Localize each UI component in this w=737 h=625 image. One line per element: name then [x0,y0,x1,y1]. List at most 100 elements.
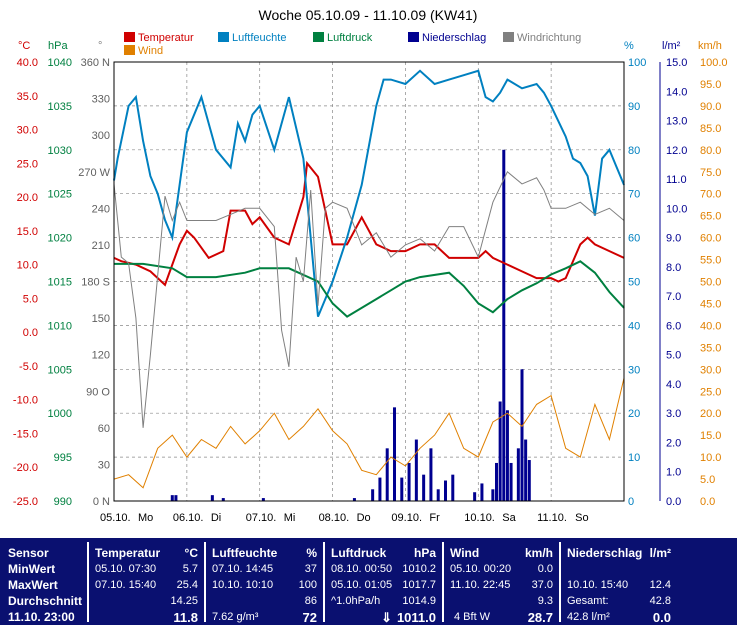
wind-tick-label: 20.0 [700,408,721,420]
durchschnitt-label: Durchschnitt [8,594,83,608]
humidity-tick-label: 0 [628,496,634,508]
pressure-min-value: 1010.2 [402,563,436,575]
wind-column: Wind km/h 05.10. 00:20 0.0 11.10. 22:45 … [444,538,559,625]
separator [204,542,206,622]
wind-tick-label: 85.0 [700,123,721,135]
separator [559,542,561,622]
pressure-max-time: 05.10. 01:05 [331,579,393,591]
temp-tick-label: 40.0 [17,57,38,69]
unit-humidity: % [624,40,634,52]
pressure-column: Luftdruck hPa 08.10. 00:50 1010.2 05.10.… [325,538,442,625]
x-date-label: 06.10. [173,512,204,524]
direction-tick-label: 300 [92,130,110,142]
legend-label-temperatur: Temperatur [138,32,194,44]
humidity-min-value: 37 [304,563,317,575]
direction-tick-label: 60 [98,423,110,435]
rain-bar [378,477,382,501]
direction-tick-label: 90 O [86,386,110,398]
humidity-tick-label: 50 [628,277,640,289]
wind-max-value: 37.0 [531,579,553,591]
pressure-tick-label: 1030 [48,145,72,157]
x-day-label: Mo [138,512,153,524]
temp-tick-label: -15.0 [13,428,38,440]
temp-tick-label: 25.0 [17,158,38,170]
rain-tick-label: 13.0 [666,116,687,128]
rain-bar [429,448,433,501]
series-line-luftdruck [114,260,625,318]
temperature-min-time: 05.10. 07:30 [95,563,157,575]
rain-bar [505,410,509,501]
x-date-label: 08.10. [319,512,350,524]
unit-wind: km/h [698,40,722,52]
rain-bar [174,495,178,501]
minwert-label: MinWert [8,562,56,576]
wind-tick-label: 60.0 [700,233,721,245]
legend-swatch-luftdruck [313,32,324,42]
direction-tick-label: 210 [92,240,110,252]
rain-bar [352,498,356,501]
humidity-avg: 86 [304,595,317,607]
humidity-unit: % [306,546,317,560]
plot-frame [113,61,625,502]
direction-tick-label: 240 [92,203,110,215]
pressure-tick-label: 995 [54,452,72,464]
unit-direction: ° [98,40,102,52]
pressure-max-value: 1017.7 [402,579,436,591]
rain-tick-label: 10.0 [666,203,687,215]
legend-swatch-luftfeuchte [218,32,229,42]
rain-tick-label: 14.0 [666,86,687,98]
rain-bar [495,462,498,501]
rain-bar [385,448,389,501]
temperature-column: Temperatur °C 05.10. 07:30 5.7 07.10. 15… [89,538,204,625]
wind-tick-label: 45.0 [700,298,721,310]
chart-title: Woche 05.10.09 - 11.10.09 (KW41) [259,7,478,23]
temperature-avg: 14.25 [170,595,198,607]
legend: Temperatur Wind Luftfeuchte Luftdruck Ni… [124,32,581,57]
wind-tick-label: 0.0 [700,496,715,508]
rain-tick-label: 12.0 [666,145,687,157]
rain-tick-label: 8.0 [666,262,681,274]
wind-min-value: 0.0 [537,563,553,575]
rain-bar [436,489,440,501]
wind-current: 28.7 [527,610,553,625]
rain-current-sub: 42.8 l/m² [567,611,610,623]
legend-swatch-niederschlag [408,32,419,42]
legend-swatch-windrichtung [503,32,514,42]
rain-bar [524,439,528,501]
humidity-tick-label: 80 [628,145,640,157]
humidity-tick-label: 90 [628,101,640,113]
rain-bar [400,477,404,501]
series-line-windrichtung [113,171,625,428]
rain-tick-label: 7.0 [666,291,681,303]
wind-tick-label: 35.0 [700,342,721,354]
pressure-header: Luftdruck [331,546,387,560]
humidity-max-value: 100 [298,579,317,591]
wind-unit: km/h [524,546,553,560]
rain-tick-label: 4.0 [666,379,681,391]
temperature-max-value: 25.4 [176,579,198,591]
temperature-header: Temperatur [95,546,161,560]
humidity-tick-label: 70 [628,189,640,201]
x-date-label: 10.10. [464,512,495,524]
humidity-tick-label: 100 [628,57,646,69]
separator [87,542,89,622]
rain-bar [371,489,375,501]
direction-tick-label: 0 N [93,496,110,508]
wind-tick-label: 50.0 [700,277,721,289]
x-date-label: 05.10. [100,512,131,524]
x-day-label: Mi [284,512,296,524]
rain-total-label: Gesamt: [567,595,609,607]
rain-tick-label: 9.0 [666,233,681,245]
x-day-label: Fr [429,512,440,524]
temp-tick-label: 0.0 [23,327,38,339]
rain-tick-label: 3.0 [666,408,681,420]
x-date-label: 07.10. [246,512,277,524]
current-time-label: 11.10. 23:00 [8,610,75,624]
rain-bar [444,480,447,501]
series-lines [113,69,625,489]
pressure-tick-label: 1015 [48,277,72,289]
separator [323,542,325,622]
temp-tick-label: 15.0 [17,226,38,238]
wind-tick-label: 100.0 [700,57,728,69]
